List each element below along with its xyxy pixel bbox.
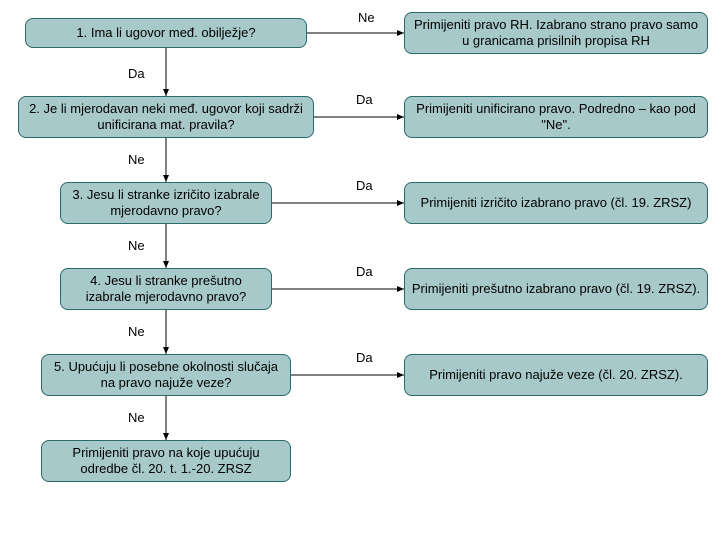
node-r3: Primijeniti izričito izabrano pravo (čl.… [404,182,708,224]
edge-label-q4-q5: Ne [128,324,145,339]
node-r5: Primijeniti pravo najuže veze (čl. 20. Z… [404,354,708,396]
node-q5: 5. Upućuju li posebne okolnosti slučaja … [41,354,291,396]
edge-label-q5-r5: Da [356,350,373,365]
edge-label-q5-end: Ne [128,410,145,425]
node-q2: 2. Je li mjerodavan neki međ. ugovor koj… [18,96,314,138]
edge-label-q2-q3: Ne [128,152,145,167]
edge-label-q1-q2: Da [128,66,145,81]
edge-label-q4-r4: Da [356,264,373,279]
edge-label-q3-r3: Da [356,178,373,193]
node-r1: Primijeniti pravo RH. Izabrano strano pr… [404,12,708,54]
edge-label-q2-r2: Da [356,92,373,107]
node-r2: Primijeniti unificirano pravo. Podredno … [404,96,708,138]
node-q1: 1. Ima li ugovor međ. obilježje? [25,18,307,48]
node-q4: 4. Jesu li stranke prešutno izabrale mje… [60,268,272,310]
edge-label-q1-r1: Ne [358,10,375,25]
node-r4: Primijeniti prešutno izabrano pravo (čl.… [404,268,708,310]
node-q3: 3. Jesu li stranke izričito izabrale mje… [60,182,272,224]
edge-label-q3-q4: Ne [128,238,145,253]
node-end: Primijeniti pravo na koje upućuju odredb… [41,440,291,482]
